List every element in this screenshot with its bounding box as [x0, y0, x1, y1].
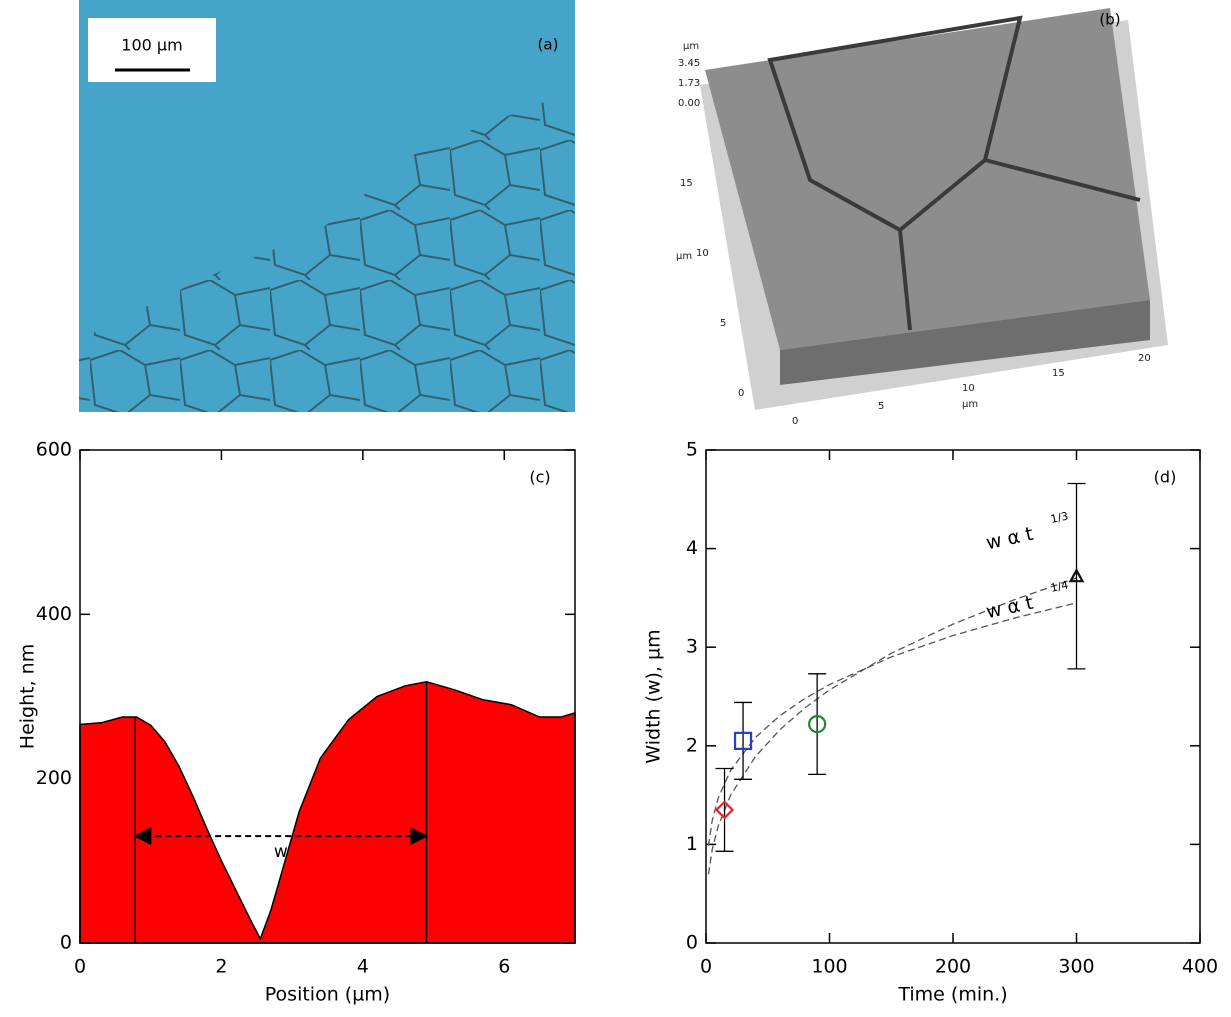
x-unit: µm: [962, 399, 978, 410]
y-tick-label: 0: [60, 932, 72, 954]
fit-exponent: 1/4: [1049, 578, 1069, 594]
x-tick-label: 0: [700, 956, 712, 978]
x-tick-label: 4: [357, 956, 369, 978]
y-tick-label: 4: [686, 537, 698, 559]
fit-label: w α t 1/3: [983, 510, 1073, 555]
panel-label: (b): [1099, 11, 1120, 29]
y-unit: µm: [676, 251, 692, 262]
panel-label: (a): [538, 36, 559, 54]
y-tick-label: 200: [36, 767, 72, 789]
fit-name: w α t: [984, 592, 1035, 623]
x-tick-label: 0: [792, 416, 798, 427]
y-tick-label: 5: [720, 318, 726, 329]
micrograph: 100 µm (a): [79, 0, 575, 412]
z-unit: µm: [683, 41, 699, 52]
y-tick-label: 0: [738, 388, 744, 399]
y-axis-label: Width (w), µm: [643, 629, 665, 763]
fit-line: [708, 603, 1076, 846]
z-tick-label: 1.73: [678, 78, 700, 89]
y-tick-label: 0: [686, 932, 698, 954]
x-tick-label: 200: [935, 956, 971, 978]
y-tick-label: 10: [696, 248, 709, 259]
fit-name: w α t: [984, 523, 1035, 554]
scale-label: 100 µm: [121, 36, 182, 55]
y-tick-label: 2: [686, 734, 698, 756]
x-axis-label: Time (min.): [897, 984, 1007, 1006]
figure: 100 µm (a) (b) µm 3.45 1.73 0.00 15 10 µ…: [0, 0, 1231, 1013]
x-tick-label: 20: [1138, 353, 1151, 364]
z-tick-label: 0.00: [678, 98, 700, 109]
y-tick-label: 15: [680, 178, 693, 189]
x-axis-label: Position (µm): [265, 984, 390, 1006]
fit-exponent: 1/3: [1049, 510, 1069, 526]
x-tick-label: 5: [878, 401, 884, 412]
x-tick-label: 0: [74, 956, 86, 978]
x-tick-label: 100: [811, 956, 847, 978]
x-tick-label: 300: [1058, 956, 1094, 978]
x-tick-label: 10: [962, 383, 975, 394]
area: [80, 682, 575, 943]
afm-image: (b) µm 3.45 1.73 0.00 15 10 µm 5 0 0 5 1…: [676, 8, 1168, 427]
annotation: w: [274, 842, 288, 862]
x-tick-label: 15: [1052, 368, 1065, 379]
y-tick-label: 5: [686, 439, 698, 461]
y-tick-label: 600: [36, 439, 72, 461]
y-tick-label: 400: [36, 603, 72, 625]
x-tick-label: 2: [215, 956, 227, 978]
z-tick-label: 3.45: [678, 58, 700, 69]
panel-label: (c): [529, 468, 550, 487]
y-tick-label: 1: [686, 833, 698, 855]
y-tick-label: 3: [686, 636, 698, 658]
x-tick-label: 400: [1182, 956, 1218, 978]
x-tick-label: 6: [498, 956, 510, 978]
fit-label: w α t 1/4: [983, 578, 1073, 623]
panel-label: (d): [1154, 468, 1177, 487]
y-axis-label: Height, nm: [17, 644, 39, 749]
plot-frame: [706, 450, 1200, 943]
fit-line: [708, 578, 1076, 874]
